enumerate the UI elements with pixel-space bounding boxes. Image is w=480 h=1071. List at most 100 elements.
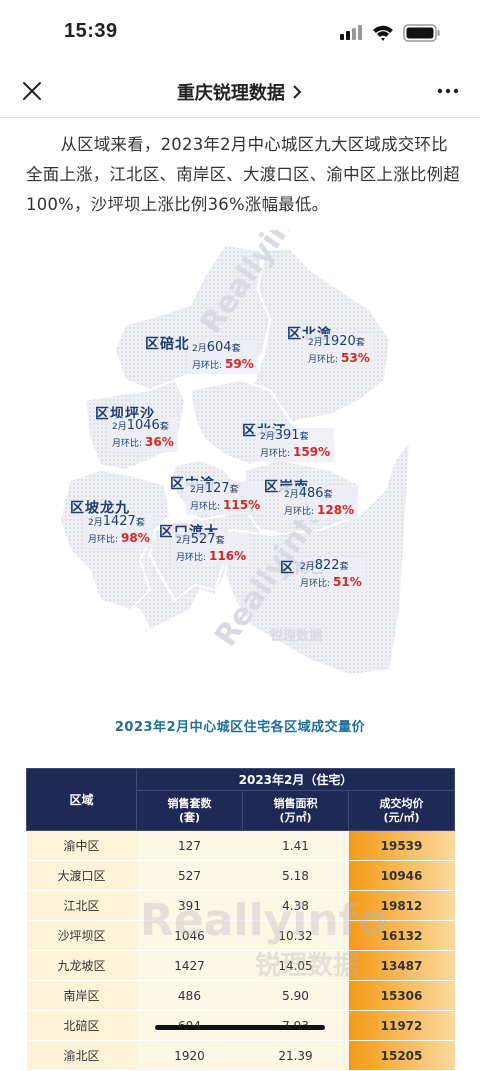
month: 2月 (260, 432, 275, 442)
close-button[interactable] (22, 81, 42, 101)
unit: 套 (231, 344, 241, 354)
table-cell: 江北区 (26, 890, 137, 921)
change: 53% (341, 351, 370, 365)
stats-line: 2月1920套 (308, 334, 370, 351)
unit: 套 (229, 485, 239, 495)
map-watermark: 锐理数据 (270, 628, 322, 644)
table-cell: 15205 (348, 1040, 455, 1071)
ratio-label: 月环比: (192, 361, 223, 371)
stats-line: 2月127套 (190, 481, 260, 498)
table-cell: 1920 (136, 1040, 243, 1071)
count: 527 (190, 532, 216, 547)
table-cell: 19812 (348, 890, 455, 921)
district-name: 沙坪坝区 (93, 406, 154, 421)
unit: 套 (299, 432, 309, 442)
table-cell: 16132 (348, 920, 455, 951)
district-stats: 2月1046套月环比: 36% (108, 418, 178, 452)
change: 36% (145, 435, 174, 449)
table-cell: 九龙坡区 (26, 950, 137, 981)
month: 2月 (88, 518, 103, 528)
stats-line: 2月822套 (300, 558, 362, 575)
month: 2月 (192, 344, 207, 354)
column-header-line: 成交均价 (379, 796, 424, 810)
table-row: 南岸区 486 5.90 15306 (26, 980, 455, 1011)
unit: 套 (215, 536, 225, 546)
count: 127 (204, 481, 230, 496)
stats-line: 月环比: 98% (88, 531, 150, 548)
stats-line: 2月486套 (284, 486, 354, 503)
change: 59% (225, 357, 254, 371)
month: 2月 (308, 338, 323, 348)
change: 115% (223, 498, 261, 512)
stats-line: 月环比: 159% (260, 445, 330, 462)
count: 1427 (102, 514, 136, 529)
unit: 套 (323, 490, 333, 500)
stats-line: 月环比: 128% (284, 503, 354, 520)
district-stats: 2月822套 月环比: 51% (296, 558, 366, 592)
change: 98% (121, 531, 150, 545)
stats-line: 2月1046套 (112, 418, 174, 435)
table-cell: 渝中区 (26, 830, 137, 861)
table-cell: 大渡口区 (26, 860, 137, 891)
count: 1920 (322, 334, 356, 349)
table-cell: 10.32 (242, 920, 349, 951)
change: 128% (317, 503, 355, 517)
table-cell: 527 (136, 860, 243, 891)
column-header: 成交均价 (元/㎡) (348, 790, 455, 831)
stats-line: 月环比: 53% (308, 351, 370, 368)
table-row: 江北区 391 4.38 19812 (26, 890, 455, 921)
table-cell: 11972 (348, 1010, 455, 1041)
chevron-icon (293, 85, 302, 99)
ratio-label: 月环比: (88, 535, 119, 545)
month: 2月 (176, 536, 191, 546)
district-name: 九龙坡区 (68, 500, 129, 515)
article-paragraph: 从区域来看，2023年2月中心城区九大区域成交环比全面上涨，江北区、南岸区、大渡… (26, 135, 460, 214)
count: 822 (314, 558, 340, 573)
column-header-line: (元/㎡) (383, 810, 420, 824)
count: 604 (206, 340, 232, 355)
home-indicator (155, 1025, 325, 1030)
table-cell: 1.41 (242, 830, 349, 861)
nav-title[interactable]: 重庆锐理数据 (176, 83, 285, 104)
stats-line: 2月391套 (260, 428, 330, 445)
month: 2月 (300, 562, 315, 572)
change: 51% (333, 575, 362, 589)
change: 159% (293, 445, 331, 459)
stats-line: 月环比: 116% (176, 549, 246, 566)
ratio-label: 月环比: (308, 355, 339, 365)
table-cell: 沙坪坝区 (26, 920, 137, 951)
table-cell: 10946 (348, 860, 455, 891)
ratio-label: 月环比: (190, 502, 221, 512)
count: 486 (298, 486, 324, 501)
month: 2月 (112, 422, 127, 432)
more-button[interactable] (436, 86, 460, 96)
district-name: 渝北区 (285, 326, 331, 341)
count: 1046 (126, 418, 160, 433)
district-stats: 2月527套 月环比: 116% (172, 532, 251, 566)
column-header: 销售面积 (万㎡) (242, 790, 349, 831)
district-stats: 2月1427套月环比: 98% (84, 514, 154, 548)
table-cell: 1046 (136, 920, 243, 951)
district-stats: 2月127套 月环比: 115% (186, 481, 265, 515)
table-row: 九龙坡区 1427 14.05 13487 (26, 950, 455, 981)
unit: 套 (135, 518, 145, 528)
stats-line: 2月604套 (192, 340, 254, 357)
table-cell: 渝北区 (26, 1040, 137, 1071)
table-cell: 5.18 (242, 860, 349, 891)
stats-line: 2月527套 (176, 532, 246, 549)
table-cell: 5.90 (242, 980, 349, 1011)
table-cell: 127 (136, 830, 243, 861)
table-cell: 14.05 (242, 950, 349, 981)
stats-line: 月环比: 115% (190, 498, 260, 515)
table-row: 渝北区 1920 21.39 15205 (26, 1040, 455, 1071)
chart-caption: 2023年2月中心城区住宅各区域成交量价 (114, 720, 366, 735)
table-cell: 北碚区 (26, 1010, 137, 1041)
unit: 套 (159, 422, 169, 432)
ratio-label: 月环比: (112, 439, 143, 449)
nav-title-wrap[interactable]: 重庆锐理数据 (0, 79, 480, 105)
district-stats: 2月486套 月环比: 128% (280, 486, 359, 520)
ratio-label: 月环比: (284, 507, 315, 517)
status-time: 15:39 (64, 20, 118, 42)
change: 116% (209, 549, 247, 563)
column-header: 销售套数 (套) (136, 790, 243, 831)
